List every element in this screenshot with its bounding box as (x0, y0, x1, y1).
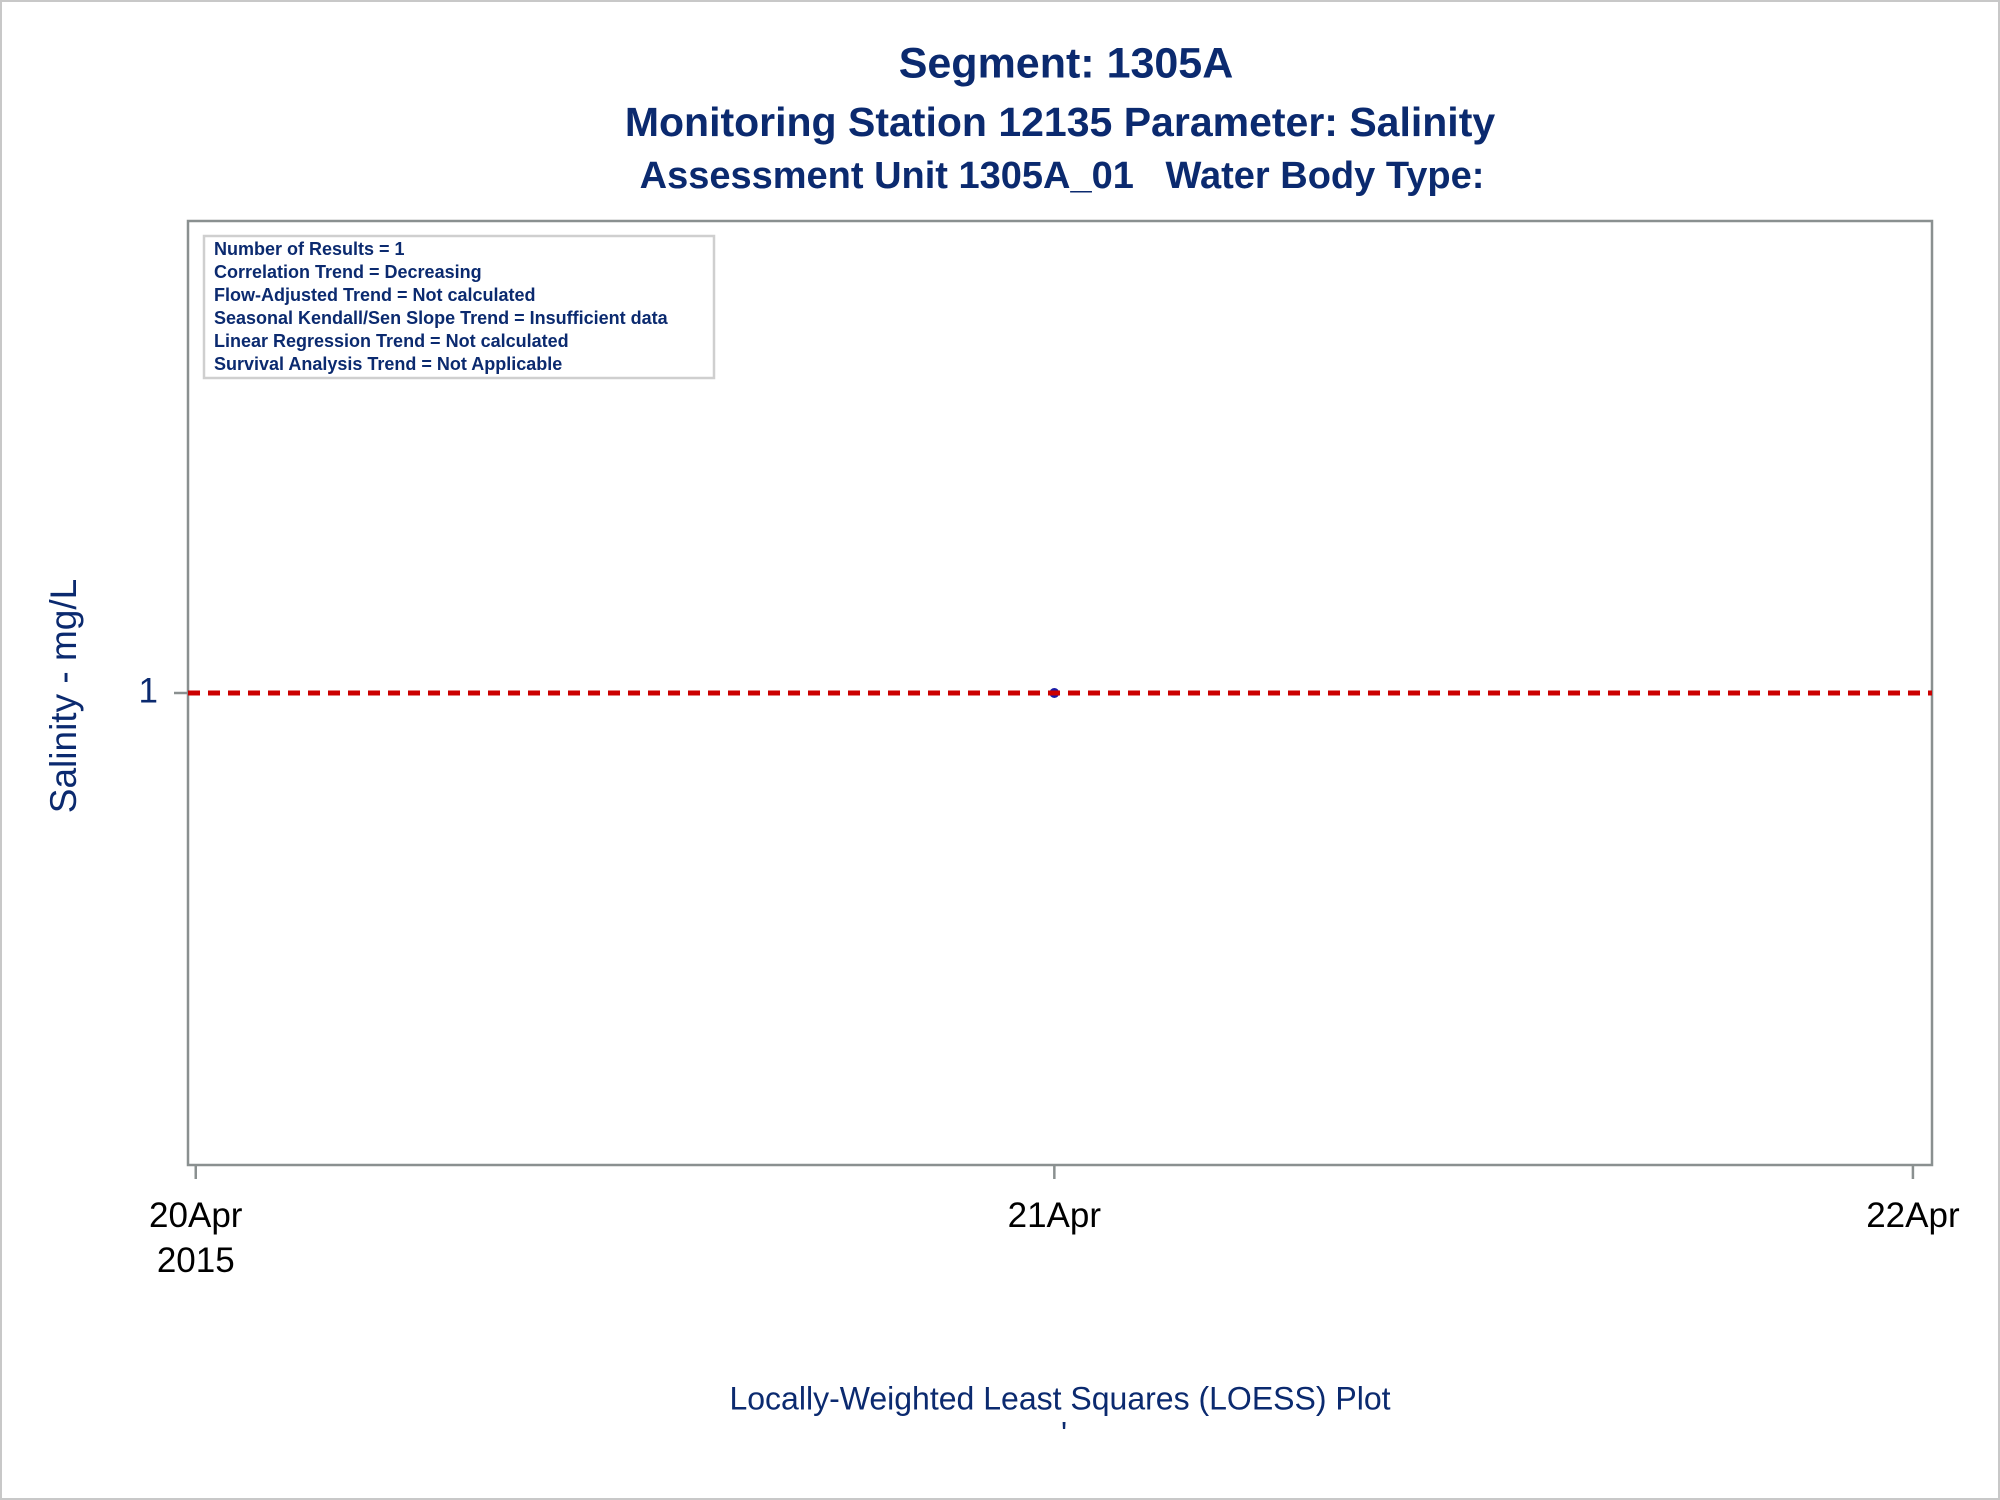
x-tick-label: 22Apr (1866, 1196, 1960, 1235)
chart-title: Segment: 1305A (899, 39, 1234, 87)
x-tick-label: 21Apr (1008, 1196, 1102, 1235)
footnote: ' (1061, 1415, 1067, 1451)
stats-line: Linear Regression Trend = Not calculated (214, 331, 569, 351)
y-axis-label: Salinity - mg/L (43, 579, 84, 813)
footnote: Locally-Weighted Least Squares (LOESS) P… (729, 1380, 1390, 1416)
stats-line: Flow-Adjusted Trend = Not calculated (214, 285, 536, 305)
stats-box (202, 234, 716, 380)
stats-line: Seasonal Kendall/Sen Slope Trend = Insuf… (214, 308, 669, 328)
y-tick-label: 1 (139, 671, 158, 710)
x-tick-label: 20Apr 2015 (149, 1196, 243, 1280)
chart-subtitle: Assessment Unit 1305A_01 Water Body Type… (640, 155, 1485, 197)
stats-line: Number of Results = 1 (214, 239, 405, 259)
chart-subtitle: Monitoring Station 12135 Parameter: Sali… (625, 99, 1496, 145)
stats-line: Correlation Trend = Decreasing (214, 262, 482, 282)
stats-line: Survival Analysis Trend = Not Applicable (214, 354, 562, 374)
